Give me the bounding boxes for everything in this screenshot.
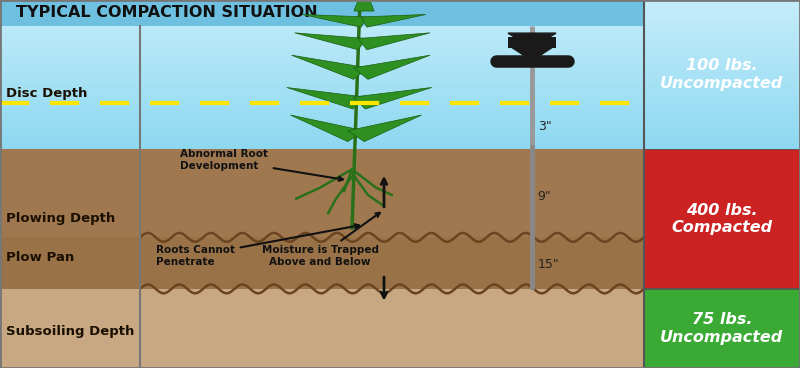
Text: 75 lbs.
Uncompacted: 75 lbs. Uncompacted: [660, 312, 784, 345]
Bar: [508, 37, 556, 48]
Text: Plow Pan: Plow Pan: [6, 251, 74, 264]
Polygon shape: [508, 33, 556, 48]
Polygon shape: [348, 115, 422, 142]
Text: TYPICAL COMPACTION SITUATION: TYPICAL COMPACTION SITUATION: [16, 6, 318, 20]
Text: 400 lbs.
Compacted: 400 lbs. Compacted: [671, 203, 773, 235]
Polygon shape: [294, 33, 367, 50]
Polygon shape: [291, 55, 368, 79]
Polygon shape: [353, 88, 432, 109]
Text: Moisture is Trapped
Above and Below: Moisture is Trapped Above and Below: [262, 213, 380, 266]
Polygon shape: [290, 115, 364, 142]
Text: 15": 15": [538, 258, 559, 272]
Text: 9": 9": [538, 190, 551, 204]
Bar: [644, 0, 800, 149]
Text: Subsoiling Depth: Subsoiling Depth: [6, 325, 134, 338]
Polygon shape: [510, 46, 554, 61]
Text: 100 lbs.
Uncompacted: 100 lbs. Uncompacted: [660, 58, 784, 91]
Text: Disc Depth: Disc Depth: [6, 87, 88, 100]
Polygon shape: [354, 0, 374, 11]
Polygon shape: [358, 33, 430, 50]
Text: 3": 3": [538, 120, 551, 134]
Polygon shape: [361, 14, 426, 27]
Text: Roots Cannot
Penetrate: Roots Cannot Penetrate: [156, 224, 359, 266]
Bar: [644, 289, 800, 368]
Polygon shape: [302, 14, 367, 27]
Polygon shape: [354, 55, 430, 79]
Text: Plowing Depth: Plowing Depth: [6, 212, 116, 226]
Polygon shape: [286, 88, 366, 109]
Bar: [644, 149, 800, 289]
Text: Abnormal Root
Development: Abnormal Root Development: [180, 149, 343, 181]
